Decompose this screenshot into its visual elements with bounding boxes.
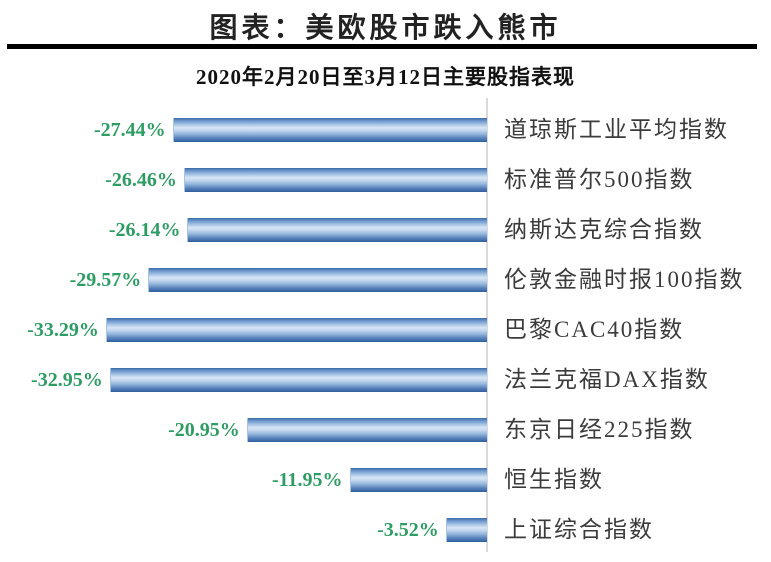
category-label: 法兰克福DAX指数 <box>504 367 710 392</box>
bar <box>148 268 487 292</box>
chart-row: -26.46% 标准普尔500指数 <box>0 155 771 205</box>
value-label: -26.14% <box>108 219 181 241</box>
category-label: 恒生指数 <box>504 467 604 492</box>
chart-row: -29.57% 伦敦金融时报100指数 <box>0 255 771 305</box>
bar <box>105 318 487 342</box>
page-title: 图表：美欧股市跌入熊市 <box>209 13 562 44</box>
bar <box>187 218 487 242</box>
axis-baseline <box>486 98 488 552</box>
bar <box>183 168 487 192</box>
chart-row: -3.52% 上证综合指数 <box>0 505 771 555</box>
chart-row: -32.95% 法兰克福DAX指数 <box>0 355 771 405</box>
bar <box>172 118 487 142</box>
value-label: -20.95% <box>168 419 240 441</box>
value-label: -3.52% <box>377 519 439 541</box>
chart-subtitle: 2020年2月20日至3月12日主要股指表现 <box>196 65 575 89</box>
value-label: -26.46% <box>105 169 177 191</box>
category-label: 伦敦金融时报100指数 <box>504 267 745 292</box>
chart-row: -20.95% 东京日经225指数 <box>0 405 771 455</box>
bar <box>445 518 487 542</box>
category-label: 道琼斯工业平均指数 <box>504 117 729 142</box>
chart-row: -27.44% 道琼斯工业平均指数 <box>0 105 771 155</box>
value-label: -32.95% <box>31 369 103 391</box>
value-label: -29.57% <box>69 269 142 291</box>
chart-row: -11.95% 恒生指数 <box>0 455 771 505</box>
category-label: 标准普尔500指数 <box>504 167 695 192</box>
category-label: 上证综合指数 <box>504 517 654 542</box>
chart-row: -33.29% 巴黎CAC40指数 <box>0 305 771 355</box>
bar <box>246 418 487 442</box>
chart-row: -26.14% 纳斯达克综合指数 <box>0 205 771 255</box>
category-label: 东京日经225指数 <box>504 417 695 442</box>
value-label: -33.29% <box>27 319 99 341</box>
value-label: -27.44% <box>93 119 166 141</box>
value-label: -11.95% <box>271 469 343 491</box>
bar <box>109 368 487 392</box>
category-label: 纳斯达克综合指数 <box>504 217 704 242</box>
title-divider <box>7 44 757 49</box>
category-label: 巴黎CAC40指数 <box>504 317 685 342</box>
bar <box>349 468 487 492</box>
